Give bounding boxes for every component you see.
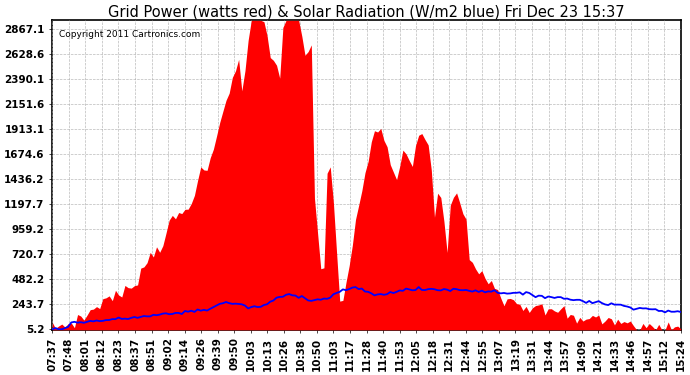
Text: Copyright 2011 Cartronics.com: Copyright 2011 Cartronics.com <box>59 30 200 39</box>
Title: Grid Power (watts red) & Solar Radiation (W/m2 blue) Fri Dec 23 15:37: Grid Power (watts red) & Solar Radiation… <box>108 4 625 19</box>
